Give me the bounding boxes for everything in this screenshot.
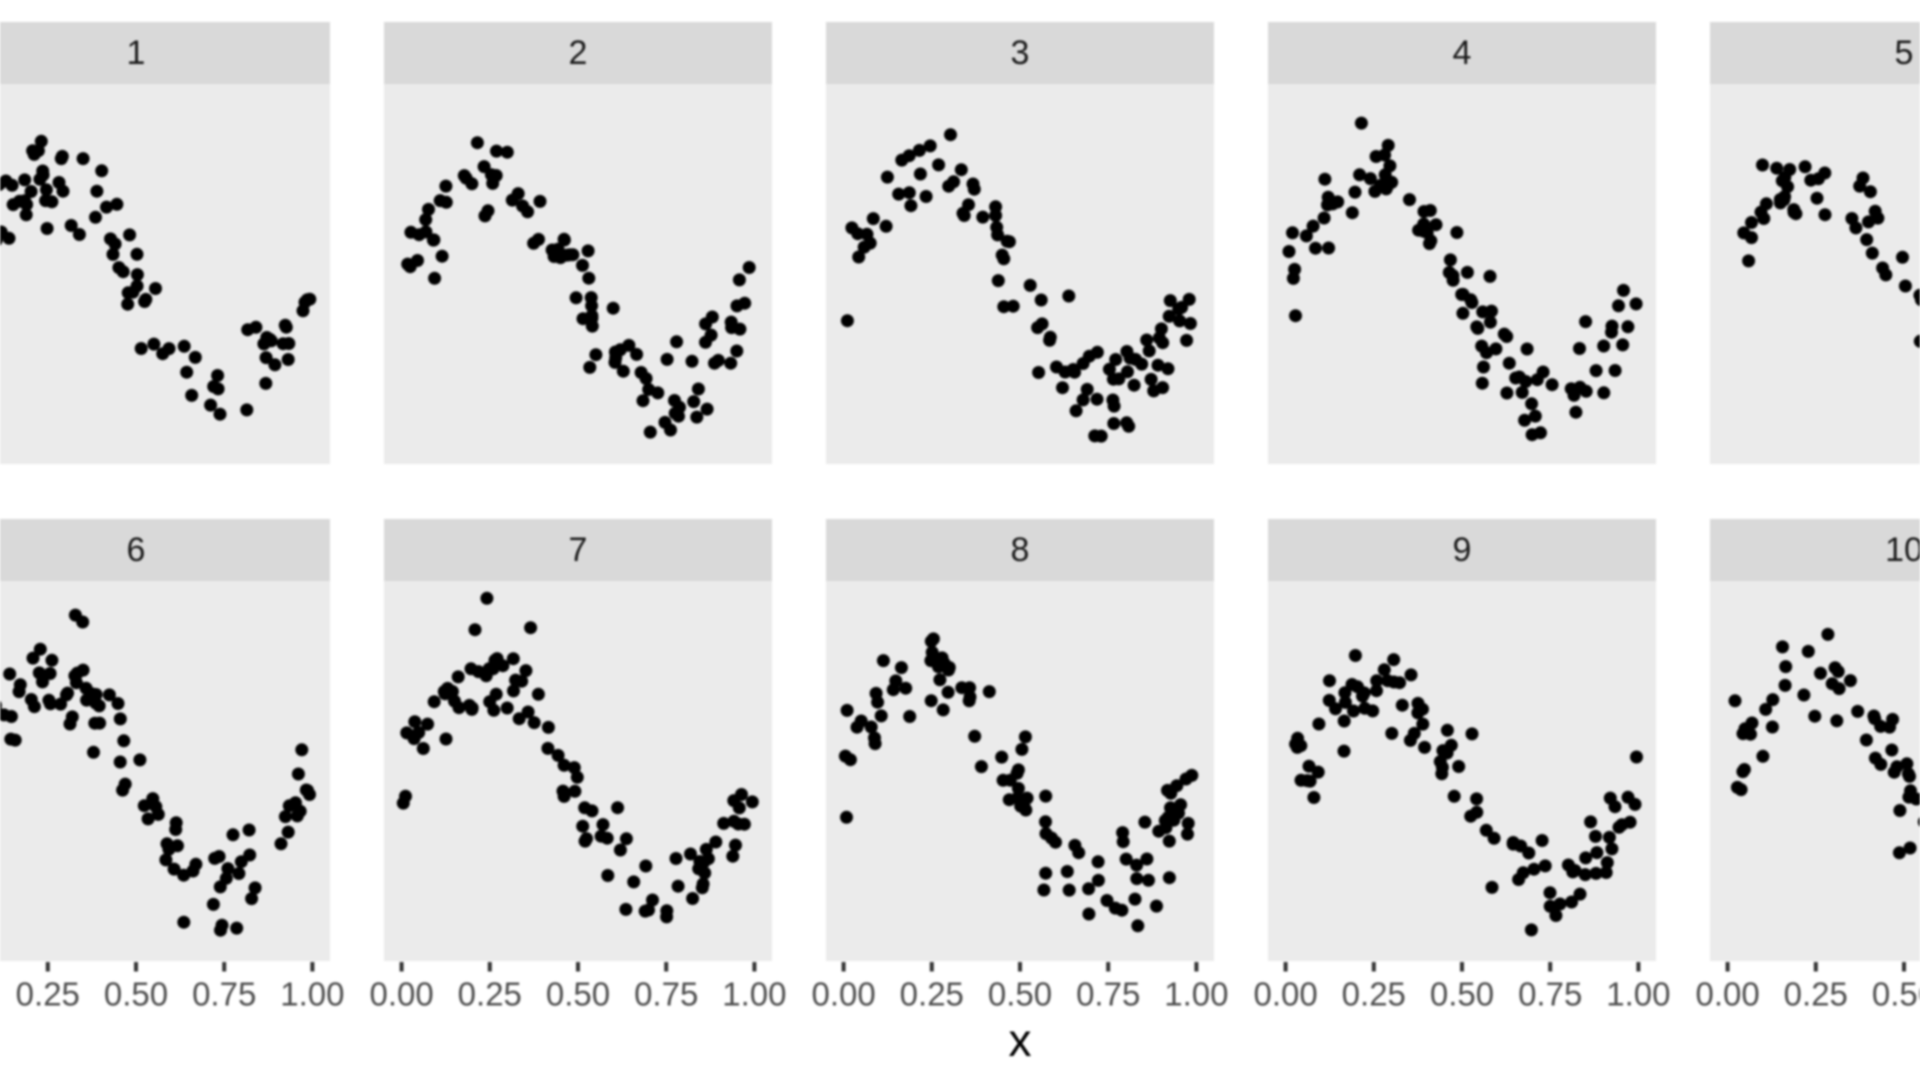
svg-text:0.50: 0.50 bbox=[546, 976, 610, 1013]
svg-text:0.75: 0.75 bbox=[634, 976, 698, 1013]
svg-text:0.75: 0.75 bbox=[1518, 976, 1582, 1013]
svg-text:0.50: 0.50 bbox=[1430, 976, 1494, 1013]
svg-text:10: 10 bbox=[1885, 531, 1920, 569]
svg-text:9: 9 bbox=[1453, 531, 1472, 569]
svg-text:8: 8 bbox=[1011, 531, 1030, 569]
svg-text:1.00: 1.00 bbox=[722, 976, 786, 1013]
svg-text:0.75: 0.75 bbox=[192, 976, 256, 1013]
svg-text:0.25: 0.25 bbox=[16, 976, 80, 1013]
svg-text:1.00: 1.00 bbox=[1606, 976, 1670, 1013]
svg-text:0.50: 0.50 bbox=[104, 976, 168, 1013]
svg-text:3: 3 bbox=[1011, 34, 1030, 72]
svg-text:1.00: 1.00 bbox=[1164, 976, 1228, 1013]
svg-text:6: 6 bbox=[127, 531, 146, 569]
svg-text:1: 1 bbox=[127, 34, 146, 72]
svg-text:1.00: 1.00 bbox=[280, 976, 344, 1013]
svg-text:0.25: 0.25 bbox=[900, 976, 964, 1013]
svg-text:5: 5 bbox=[1895, 34, 1914, 72]
svg-text:7: 7 bbox=[569, 531, 588, 569]
svg-text:4: 4 bbox=[1453, 34, 1472, 72]
svg-text:0.75: 0.75 bbox=[1076, 976, 1140, 1013]
svg-text:0.25: 0.25 bbox=[1784, 976, 1848, 1013]
svg-text:0.50: 0.50 bbox=[988, 976, 1052, 1013]
svg-text:0.25: 0.25 bbox=[1342, 976, 1406, 1013]
svg-text:0.25: 0.25 bbox=[458, 976, 522, 1013]
svg-text:0.00: 0.00 bbox=[369, 976, 433, 1013]
svg-text:x: x bbox=[1009, 1014, 1032, 1066]
svg-text:0.00: 0.00 bbox=[1695, 976, 1759, 1013]
svg-text:0.00: 0.00 bbox=[811, 976, 875, 1013]
svg-text:0.50: 0.50 bbox=[1872, 976, 1920, 1013]
svg-text:0.00: 0.00 bbox=[1253, 976, 1317, 1013]
svg-text:2: 2 bbox=[569, 34, 588, 72]
